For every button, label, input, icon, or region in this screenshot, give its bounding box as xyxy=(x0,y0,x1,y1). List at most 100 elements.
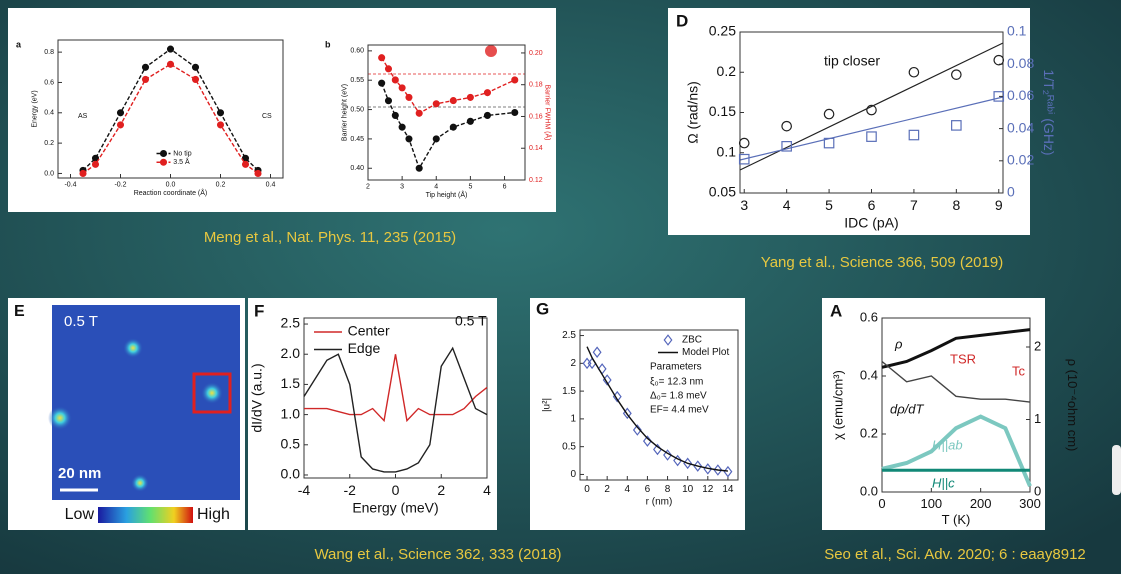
marker xyxy=(592,346,602,359)
y-tick-label: 0.4 xyxy=(860,367,878,382)
blob xyxy=(123,338,143,358)
annotation: tip closer xyxy=(824,53,880,69)
x-tick-label: -2 xyxy=(344,482,357,498)
marker xyxy=(254,169,262,178)
y-tick-label: 0.1 xyxy=(717,143,737,159)
y-tick-label: 0.50 xyxy=(350,106,364,113)
x-tick-label: 2 xyxy=(604,484,610,495)
annotation: Tc xyxy=(1012,363,1026,378)
y-tick-label: 1.0 xyxy=(281,405,301,421)
marker xyxy=(415,164,423,172)
legend-label: 3.5 Å xyxy=(173,157,190,166)
annotation: Δ₀= 1.8 meV xyxy=(650,391,707,402)
panel-label: G xyxy=(536,299,549,318)
y2-tick-label: 0 xyxy=(1034,483,1041,498)
x-tick-label: 4 xyxy=(434,183,438,190)
marker xyxy=(398,123,406,131)
marker xyxy=(781,141,792,152)
marker xyxy=(993,54,1005,66)
x-tick-label: 7 xyxy=(910,197,918,213)
series-line xyxy=(303,346,488,473)
marker xyxy=(951,69,962,80)
y-axis-label: dI/dV (a.u.) xyxy=(249,363,265,432)
legend-label: No tip xyxy=(173,150,191,157)
y2-tick-label: 0.16 xyxy=(529,113,543,120)
y2-tick-label: 0 xyxy=(1007,184,1015,200)
y-tick-label: 0.55 xyxy=(350,77,364,84)
marker xyxy=(191,75,200,83)
image-panel: E 0.5 T 20 nm Low High xyxy=(14,303,240,523)
series-line xyxy=(586,346,729,472)
x-axis-label: r (nm) xyxy=(646,497,673,508)
marker xyxy=(466,93,474,101)
y-tick-label: 0.0 xyxy=(44,170,54,177)
y-tick-label: 0.45 xyxy=(350,136,364,143)
y2-axis-label: Barrier FWHM (Å) xyxy=(544,85,553,141)
marker xyxy=(693,460,703,472)
legend-label: Model Plot xyxy=(682,347,729,358)
marker xyxy=(632,424,642,436)
legend-marker xyxy=(159,158,168,166)
marker xyxy=(483,111,492,119)
blob xyxy=(48,406,72,430)
marker xyxy=(415,109,423,117)
y-tick-label: 0.4 xyxy=(44,110,54,117)
y-tick-label: 0.0 xyxy=(281,466,301,482)
y-axis-label: |u²| xyxy=(542,398,553,412)
legend-marker xyxy=(663,334,673,346)
y-tick-label: 0.6 xyxy=(44,79,54,86)
marker xyxy=(781,120,792,132)
y-tick-label: 2.5 xyxy=(562,330,576,341)
y-tick-label: 1.5 xyxy=(281,375,301,391)
marker xyxy=(663,449,673,461)
annotation: 0.5 T xyxy=(455,313,487,329)
x-axis-label: T (K) xyxy=(942,512,971,527)
x-tick-label: 14 xyxy=(722,484,734,495)
panel-label: D xyxy=(676,11,688,30)
annotation: TSR xyxy=(950,351,976,366)
legend-label: Center xyxy=(348,323,390,339)
panel xyxy=(668,8,1030,235)
marker xyxy=(823,137,835,149)
caption: Wang et al., Science 362, 333 (2018) xyxy=(314,546,561,563)
annotation: CS xyxy=(262,113,272,120)
series-label: H||c xyxy=(932,475,955,490)
x-tick-label: 10 xyxy=(682,484,694,495)
marker xyxy=(166,60,175,68)
field-label: 0.5 T xyxy=(64,313,98,330)
y-tick-label: 0 xyxy=(570,469,576,480)
marker xyxy=(216,109,225,117)
y2-tick-label: 0.02 xyxy=(1007,152,1034,168)
y-tick-label: 2 xyxy=(570,358,576,369)
y-tick-label: 0.25 xyxy=(709,23,736,39)
y-tick-label: 2.5 xyxy=(281,315,301,331)
y2-tick-label: 0.1 xyxy=(1007,23,1027,39)
x-tick-label: 0 xyxy=(878,496,885,511)
marker xyxy=(191,63,200,71)
y-tick-label: 0.8 xyxy=(44,49,54,56)
panel-label: A xyxy=(830,301,842,320)
marker xyxy=(116,109,125,117)
panel-label: b xyxy=(325,39,331,49)
colorbar-low: Low xyxy=(65,506,95,523)
panel-label: E xyxy=(14,303,25,320)
plot-frame xyxy=(579,329,739,481)
plot-frame xyxy=(881,317,1031,493)
x-tick-label: 4 xyxy=(625,484,631,495)
y2-axis-label: ρ (10⁻⁴ohm cm) xyxy=(1065,359,1080,452)
marker xyxy=(432,135,440,143)
y-tick-label: 0.05 xyxy=(709,184,736,200)
y-tick-label: 0.2 xyxy=(44,140,54,147)
marker xyxy=(116,121,125,129)
marker xyxy=(483,89,492,97)
x-tick-label: 8 xyxy=(952,197,960,213)
annotation: AS xyxy=(78,113,88,120)
x-tick-label: 2 xyxy=(366,183,370,190)
scale-label: 20 nm xyxy=(58,465,101,482)
marker xyxy=(449,123,457,131)
x-tick-label: 2 xyxy=(437,482,445,498)
marker xyxy=(391,76,399,84)
colorbar-high: High xyxy=(197,506,230,523)
tip-icon xyxy=(485,45,497,57)
marker xyxy=(993,91,1005,102)
